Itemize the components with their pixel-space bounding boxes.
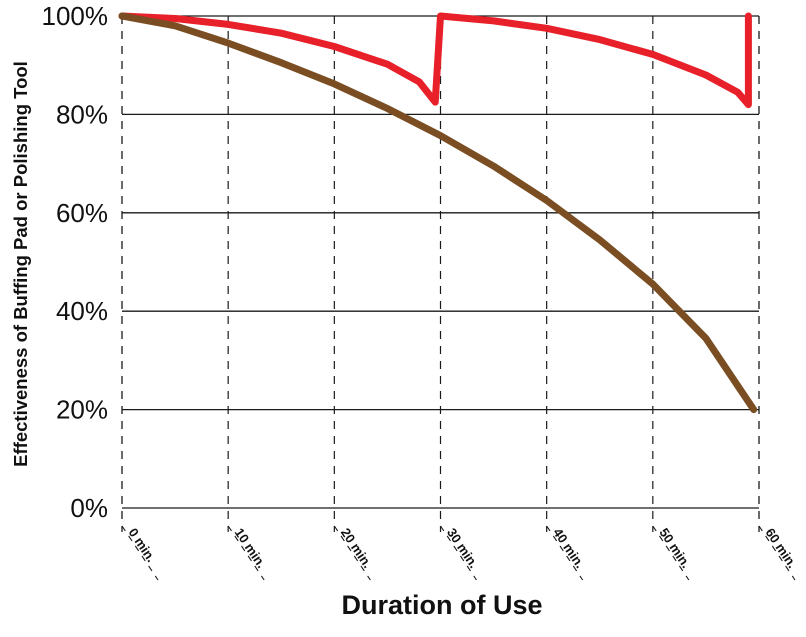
x-tick-label: 0 min. xyxy=(126,525,159,565)
grid xyxy=(121,15,796,581)
x-tick-label: 50 min. xyxy=(656,525,693,571)
x-tick-label: 10 min. xyxy=(232,525,269,571)
x-tick-label: 60 min. xyxy=(763,525,800,571)
series-lines xyxy=(118,12,758,414)
x-tick-label: 30 min. xyxy=(444,525,481,571)
x-axis-title: Duration of Use xyxy=(341,590,542,620)
series-line-red xyxy=(118,12,752,109)
x-tick-label: 20 min. xyxy=(338,525,375,571)
y-tick-label: 60% xyxy=(56,198,108,228)
x-axis-ticks: 0 min. 10 min. 20 min. 30 min. 40 min. 50 min… xyxy=(126,525,800,571)
y-axis-title: Effectiveness of Buffing Pad or Polishin… xyxy=(10,61,31,467)
y-tick-label: 80% xyxy=(56,99,108,129)
y-tick-label: 20% xyxy=(56,395,108,425)
y-tick-label: 40% xyxy=(56,296,108,326)
x-tick-label: 40 min. xyxy=(550,525,587,571)
y-axis-ticks: 0% 20% 40% 60% 80% 100% xyxy=(42,1,109,523)
y-tick-label: 0% xyxy=(70,493,108,523)
series-line-brown xyxy=(118,12,758,414)
y-tick-label: 100% xyxy=(42,1,109,31)
